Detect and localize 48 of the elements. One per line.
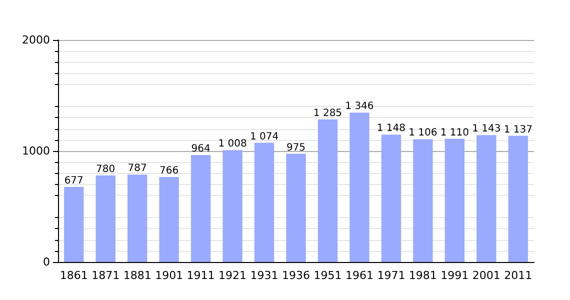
bar bbox=[508, 136, 528, 262]
data-label: 677 bbox=[64, 175, 84, 186]
data-label: 964 bbox=[191, 143, 210, 154]
data-label: 1 143 bbox=[472, 124, 501, 135]
data-label: 975 bbox=[286, 142, 306, 154]
bar bbox=[254, 142, 274, 262]
bar bbox=[190, 154, 211, 262]
data-label: 1 137 bbox=[504, 124, 532, 136]
data-label: 1 148 bbox=[376, 123, 406, 134]
x-tick-label: 1911 bbox=[186, 269, 215, 282]
data-label: 766 bbox=[160, 165, 179, 176]
bar bbox=[381, 134, 402, 262]
y-tick-label: 1000 bbox=[22, 144, 50, 158]
y-tick-label: 2000 bbox=[22, 34, 50, 46]
x-tick-label: 1901 bbox=[155, 269, 184, 282]
x-tick-label: 1871 bbox=[92, 269, 120, 282]
data-label: 1 346 bbox=[345, 101, 374, 112]
x-tick-label: 1981 bbox=[408, 269, 437, 282]
x-tick-label: 1971 bbox=[377, 269, 406, 282]
data-label: 787 bbox=[128, 163, 147, 174]
x-tick-label: 2001 bbox=[472, 269, 500, 282]
x-tick-label: 1931 bbox=[250, 269, 278, 282]
x-tick-label: 1861 bbox=[60, 269, 88, 282]
y-tick-label: 0 bbox=[43, 256, 50, 268]
bar bbox=[350, 112, 370, 262]
x-tick-label: 1991 bbox=[440, 269, 469, 282]
bar bbox=[286, 154, 306, 262]
x-tick-label: 1961 bbox=[345, 269, 374, 282]
data-label: 1 106 bbox=[408, 128, 438, 139]
data-label: 1 074 bbox=[250, 131, 279, 142]
bar bbox=[222, 150, 242, 262]
bar bbox=[96, 175, 116, 262]
x-tick-label: 1936 bbox=[282, 269, 310, 282]
x-tick-label: 1921 bbox=[218, 269, 247, 282]
x-tick-label: 2011 bbox=[504, 269, 532, 282]
data-label: 780 bbox=[96, 164, 116, 175]
x-tick-label: 1951 bbox=[314, 269, 342, 282]
bar bbox=[64, 186, 84, 262]
bar bbox=[413, 139, 433, 262]
x-tick-label: 1881 bbox=[123, 269, 152, 282]
bar bbox=[476, 135, 496, 262]
data-label: 1 285 bbox=[313, 108, 342, 119]
bar bbox=[318, 119, 338, 262]
bar bbox=[159, 176, 179, 262]
data-label: 1 008 bbox=[218, 138, 247, 150]
data-label: 1 110 bbox=[440, 127, 469, 138]
bar bbox=[444, 138, 465, 262]
bar bbox=[127, 174, 148, 262]
